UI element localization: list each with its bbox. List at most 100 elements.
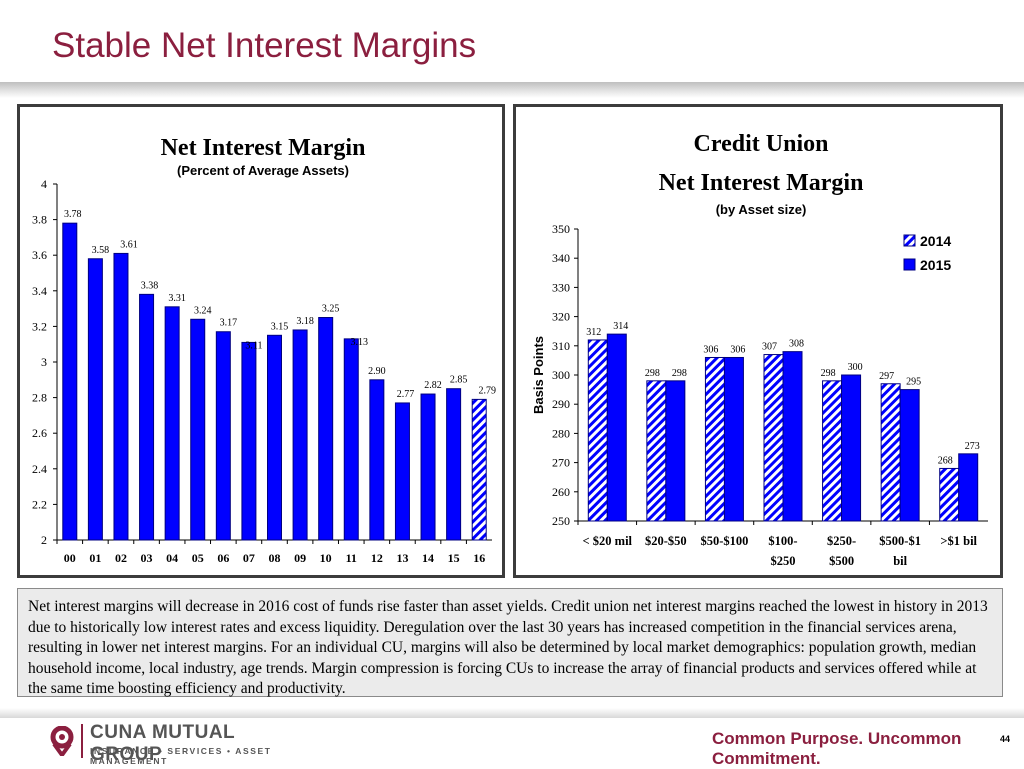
bar bbox=[446, 388, 462, 541]
logo-subtitle: INSURANCE • SERVICES • ASSET MANAGEMENT bbox=[90, 746, 272, 766]
x-tick-label: $500 bbox=[829, 554, 854, 568]
x-tick-label: 05 bbox=[192, 551, 204, 565]
x-tick-label: 16 bbox=[473, 551, 485, 565]
cu-nim-by-asset-chart: Credit Union Net Interest Margin (by Asset… bbox=[531, 131, 988, 568]
data-label: 3.17 bbox=[220, 318, 238, 329]
y-tick-label: 340 bbox=[552, 251, 570, 265]
bar bbox=[292, 329, 308, 541]
data-label: 3.15 bbox=[271, 321, 289, 332]
y-tick-label: 3.6 bbox=[32, 248, 47, 262]
y-tick-label: 290 bbox=[552, 397, 570, 411]
bar bbox=[241, 341, 257, 541]
x-tick-label: >$1 bil bbox=[940, 534, 977, 548]
y-tick-label: 270 bbox=[552, 456, 570, 470]
bar-forecast bbox=[471, 398, 487, 541]
bar bbox=[87, 258, 103, 541]
data-label: 306 bbox=[730, 344, 745, 355]
bar bbox=[343, 338, 359, 541]
title-divider bbox=[0, 82, 1024, 98]
legend-label: 2015 bbox=[920, 257, 951, 273]
data-label: 307 bbox=[762, 342, 777, 353]
bar bbox=[318, 317, 334, 541]
slide-title: Stable Net Interest Margins bbox=[52, 26, 477, 65]
bar-2014 bbox=[822, 380, 843, 522]
bar-2014 bbox=[939, 467, 960, 522]
bar-2015 bbox=[606, 333, 627, 522]
x-tick-label: 00 bbox=[64, 551, 76, 565]
chart-subtitle: (Percent of Average Assets) bbox=[177, 163, 349, 178]
bar bbox=[420, 393, 436, 541]
data-label: 2.79 bbox=[478, 385, 496, 396]
y-tick-label: 330 bbox=[552, 280, 570, 294]
bar-2015 bbox=[841, 374, 862, 522]
x-tick-label: 08 bbox=[269, 551, 281, 565]
x-tick-label: 10 bbox=[320, 551, 332, 565]
bar-2015 bbox=[665, 380, 686, 522]
x-tick-label: 07 bbox=[243, 551, 255, 565]
bar bbox=[267, 334, 282, 541]
logo-separator bbox=[81, 724, 83, 758]
data-label: 273 bbox=[965, 441, 980, 452]
data-label: 3.24 bbox=[194, 305, 212, 316]
bar-2014 bbox=[763, 354, 784, 522]
y-tick-label: 2.4 bbox=[32, 462, 47, 476]
bar bbox=[164, 306, 180, 541]
x-tick-label: < $20 mil bbox=[583, 534, 633, 548]
x-tick-label: $100- bbox=[768, 534, 797, 548]
x-tick-label: $50-$100 bbox=[700, 534, 748, 548]
data-label: 306 bbox=[703, 344, 718, 355]
data-label: 3.18 bbox=[296, 316, 314, 327]
data-label: 3.11 bbox=[245, 340, 262, 351]
legend-label: 2014 bbox=[920, 233, 951, 249]
tagline: Common Purpose. Uncommon Commitment. bbox=[712, 729, 962, 768]
data-label: 3.38 bbox=[141, 280, 159, 291]
notes-text: Net interest margins will decrease in 20… bbox=[17, 588, 1003, 697]
legend-swatch-2014 bbox=[903, 234, 916, 247]
bar-2014 bbox=[704, 356, 725, 522]
y-tick-label: 2 bbox=[41, 533, 47, 547]
data-label: 3.58 bbox=[92, 245, 110, 256]
x-tick-label: 11 bbox=[346, 551, 357, 565]
y-tick-label: 350 bbox=[552, 222, 570, 236]
x-tick-label: 13 bbox=[396, 551, 408, 565]
bar bbox=[62, 222, 78, 541]
bar-2015 bbox=[723, 356, 744, 522]
data-label: 3.25 bbox=[322, 304, 340, 315]
cuna-mutual-logo: CUNA MUTUAL GROUP INSURANCE • SERVICES •… bbox=[48, 722, 308, 766]
bar bbox=[139, 293, 155, 541]
x-tick-label: 12 bbox=[371, 551, 383, 565]
bar bbox=[369, 379, 385, 541]
data-label: 298 bbox=[645, 368, 660, 379]
y-tick-label: 320 bbox=[552, 310, 570, 324]
logo-mark-icon bbox=[50, 726, 74, 756]
y-tick-label: 300 bbox=[552, 368, 570, 382]
x-tick-label: 14 bbox=[422, 551, 434, 565]
data-label: 314 bbox=[613, 321, 628, 332]
y-tick-label: 3.2 bbox=[32, 319, 47, 333]
chart-title-line2: Net Interest Margin bbox=[659, 170, 864, 196]
x-tick-label: $250 bbox=[771, 554, 796, 568]
data-label: 298 bbox=[672, 368, 687, 379]
x-tick-label: $20-$50 bbox=[645, 534, 687, 548]
data-label: 300 bbox=[848, 362, 863, 373]
x-tick-label: 09 bbox=[294, 551, 306, 565]
data-label: 312 bbox=[586, 327, 601, 338]
bar-2014 bbox=[587, 339, 608, 522]
y-tick-label: 2.2 bbox=[32, 497, 47, 511]
y-tick-label: 2.8 bbox=[32, 391, 47, 405]
bar-2015 bbox=[899, 389, 920, 522]
footer-divider bbox=[0, 708, 1024, 718]
x-tick-label: 01 bbox=[89, 551, 101, 565]
y-tick-label: 280 bbox=[552, 426, 570, 440]
nim-chart: Net Interest Margin (Percent of Average A… bbox=[32, 135, 496, 565]
bar-2014 bbox=[880, 383, 901, 522]
data-label: 297 bbox=[879, 371, 894, 382]
y-tick-label: 2.6 bbox=[32, 426, 47, 440]
cu-nim-by-asset-chart-panel: Credit Union Net Interest Margin (by Asset… bbox=[513, 104, 1003, 578]
x-tick-label: 02 bbox=[115, 551, 127, 565]
legend-swatch-2015 bbox=[903, 258, 916, 271]
y-tick-label: 3 bbox=[41, 355, 47, 369]
x-tick-label: 06 bbox=[217, 551, 229, 565]
y-tick-label: 260 bbox=[552, 485, 570, 499]
y-tick-label: 4 bbox=[41, 177, 47, 191]
